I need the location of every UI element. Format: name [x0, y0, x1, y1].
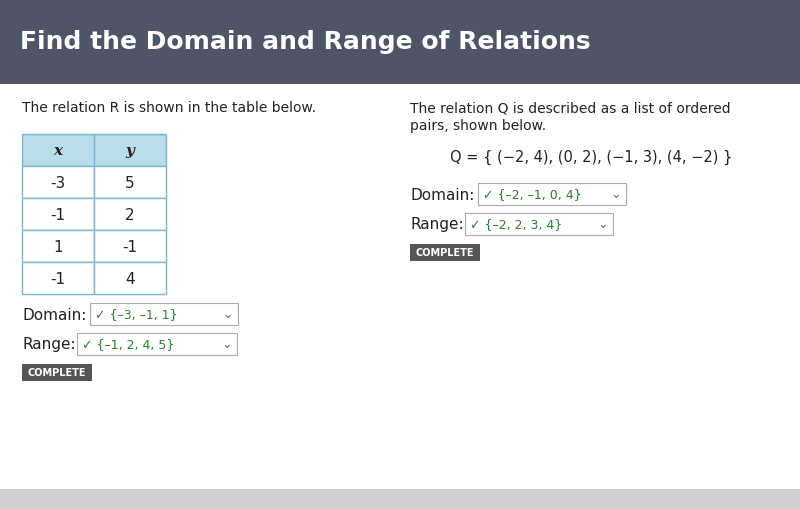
FancyBboxPatch shape: [0, 0, 800, 85]
FancyBboxPatch shape: [94, 135, 166, 166]
FancyBboxPatch shape: [94, 199, 166, 231]
FancyBboxPatch shape: [410, 244, 480, 261]
Text: ⌄: ⌄: [222, 308, 234, 321]
FancyBboxPatch shape: [94, 263, 166, 294]
Text: 4: 4: [125, 271, 135, 286]
Text: Domain:: Domain:: [22, 307, 86, 322]
Text: COMPLETE: COMPLETE: [416, 247, 474, 258]
Text: y: y: [126, 144, 134, 158]
Text: -1: -1: [122, 239, 138, 254]
Text: 1: 1: [53, 239, 63, 254]
FancyBboxPatch shape: [478, 184, 626, 206]
FancyBboxPatch shape: [22, 263, 94, 294]
Text: -3: -3: [50, 175, 66, 190]
FancyBboxPatch shape: [22, 135, 94, 166]
FancyBboxPatch shape: [77, 333, 237, 355]
FancyBboxPatch shape: [22, 199, 94, 231]
Text: The relation Q is described as a list of ordered: The relation Q is described as a list of…: [410, 101, 730, 115]
Text: 5: 5: [125, 175, 135, 190]
Text: ✓ {–1, 2, 4, 5}: ✓ {–1, 2, 4, 5}: [82, 338, 174, 351]
FancyBboxPatch shape: [22, 166, 94, 199]
Text: ✓ {–2, 2, 3, 4}: ✓ {–2, 2, 3, 4}: [470, 218, 562, 231]
Text: -1: -1: [50, 271, 66, 286]
Text: Domain:: Domain:: [410, 187, 474, 202]
Text: ⌄: ⌄: [222, 338, 232, 351]
Text: Range:: Range:: [22, 337, 76, 352]
Text: Find the Domain and Range of Relations: Find the Domain and Range of Relations: [20, 31, 590, 54]
FancyBboxPatch shape: [22, 231, 94, 263]
FancyBboxPatch shape: [90, 303, 238, 325]
Text: 2: 2: [125, 207, 135, 222]
FancyBboxPatch shape: [22, 364, 92, 381]
FancyBboxPatch shape: [465, 214, 613, 236]
Text: x: x: [54, 144, 62, 158]
FancyBboxPatch shape: [0, 489, 800, 509]
Text: ⌄: ⌄: [598, 218, 608, 231]
FancyBboxPatch shape: [94, 231, 166, 263]
FancyBboxPatch shape: [94, 166, 166, 199]
Text: ✓ {–2, –1, 0, 4}: ✓ {–2, –1, 0, 4}: [483, 188, 582, 201]
Text: ⌄: ⌄: [610, 188, 622, 201]
Text: The relation R is shown in the table below.: The relation R is shown in the table bel…: [22, 101, 316, 115]
Text: -1: -1: [50, 207, 66, 222]
Text: pairs, shown below.: pairs, shown below.: [410, 119, 546, 133]
Text: ✓ {–3, –1, 1}: ✓ {–3, –1, 1}: [95, 308, 178, 321]
Text: Q = { (−2, 4), (0, 2), (−1, 3), (4, −2) }: Q = { (−2, 4), (0, 2), (−1, 3), (4, −2) …: [450, 149, 732, 164]
Text: Range:: Range:: [410, 217, 464, 232]
Text: COMPLETE: COMPLETE: [28, 367, 86, 377]
